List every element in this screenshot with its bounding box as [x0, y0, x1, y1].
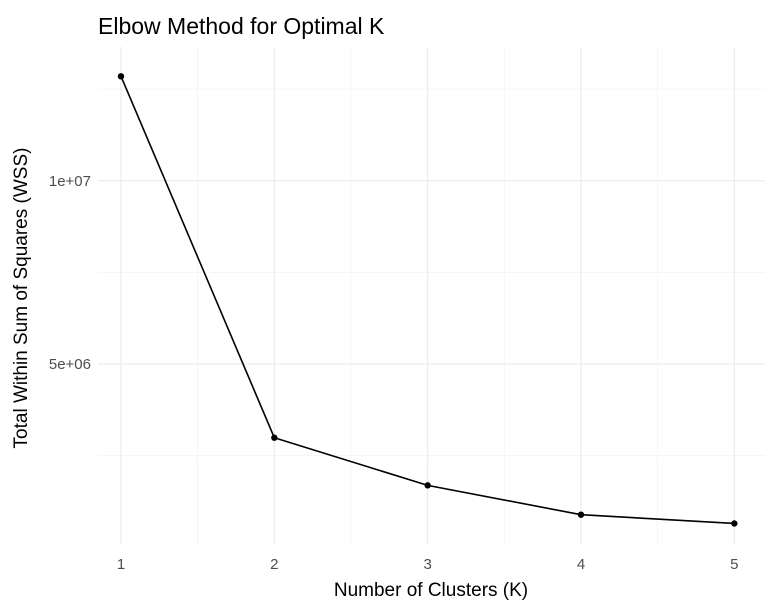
x-tick-label: 2: [270, 556, 278, 573]
x-tick-label: 5: [730, 556, 738, 573]
data-point: [271, 434, 278, 441]
x-tick-label: 1: [117, 556, 125, 573]
tick-labels: 1 2 3 4 5 5e+06 1e+07: [49, 173, 739, 573]
y-tick-label: 5e+06: [49, 356, 91, 373]
data-point: [424, 482, 431, 489]
data-point: [731, 520, 738, 527]
x-tick-label: 4: [577, 556, 585, 573]
y-tick-label: 1e+07: [49, 173, 91, 190]
chart-title: Elbow Method for Optimal K: [98, 13, 385, 39]
data-point: [117, 73, 125, 80]
series-layer: [117, 73, 738, 527]
y-axis-title: Total Within Sum of Squares (WSS): [11, 148, 32, 449]
x-tick-label: 3: [423, 556, 431, 573]
grid-lines: [98, 47, 765, 544]
data-point: [577, 511, 585, 518]
x-axis-title: Number of Clusters (K): [334, 580, 528, 601]
